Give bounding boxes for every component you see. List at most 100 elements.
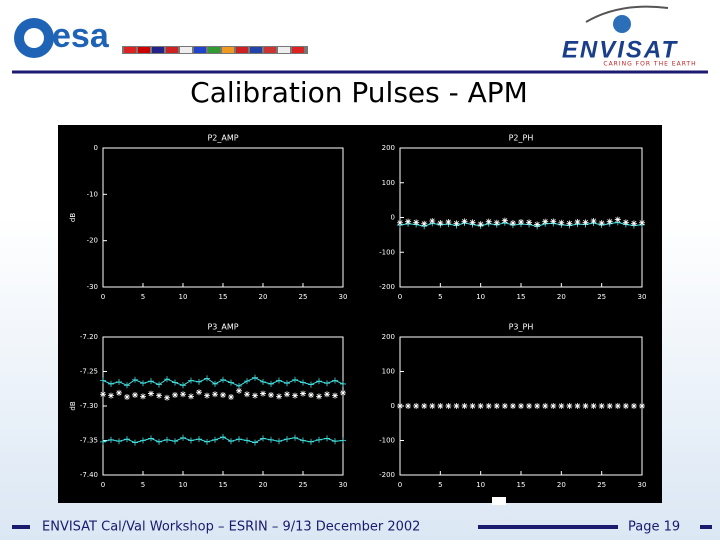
data-point — [332, 377, 338, 384]
data-point — [405, 403, 412, 409]
data-point — [292, 392, 298, 399]
data-point — [100, 391, 106, 398]
esa-logo-mark — [24, 28, 44, 48]
y-axis-label: dB — [69, 213, 77, 222]
data-point — [397, 219, 403, 226]
data-point — [622, 403, 629, 409]
x-tick-label: 5 — [141, 293, 145, 301]
x-tick-label: 5 — [438, 481, 442, 489]
data-point — [268, 391, 274, 398]
x-tick-label: 10 — [476, 481, 485, 489]
data-point — [421, 220, 428, 227]
data-point — [630, 220, 637, 227]
data-point — [461, 403, 468, 409]
data-point — [485, 218, 492, 225]
data-point — [108, 392, 114, 399]
data-point — [124, 436, 130, 443]
data-point — [485, 403, 492, 409]
data-point — [429, 217, 436, 224]
data-point — [284, 380, 290, 387]
data-point — [164, 376, 170, 383]
data-point — [220, 376, 226, 383]
data-point — [252, 374, 258, 381]
data-point — [340, 389, 346, 396]
data-point — [164, 436, 170, 443]
data-point — [260, 390, 266, 397]
data-point — [598, 220, 605, 227]
tagline: CARING FOR THE EARTH — [603, 61, 696, 68]
data-point — [276, 438, 282, 445]
data-point — [445, 219, 452, 226]
data-point — [550, 403, 557, 409]
data-point — [188, 393, 194, 400]
plot-title: P2_PH — [509, 134, 534, 143]
data-point — [501, 217, 508, 224]
data-point — [340, 437, 346, 444]
data-point — [244, 437, 250, 444]
data-point — [437, 220, 444, 227]
data-point — [156, 392, 162, 399]
data-point — [204, 375, 210, 382]
x-tick-label: 20 — [557, 481, 566, 489]
x-tick-label: 25 — [597, 293, 606, 301]
data-point — [188, 377, 194, 384]
x-tick-label: 5 — [141, 481, 145, 489]
data-point — [308, 381, 314, 388]
data-point — [574, 219, 581, 226]
x-tick-label: 15 — [219, 293, 228, 301]
y-tick-label: -7.30 — [80, 402, 98, 410]
data-point — [534, 403, 541, 409]
x-tick-label: 25 — [299, 293, 308, 301]
data-point — [397, 403, 403, 409]
data-point — [630, 403, 637, 409]
data-point — [639, 403, 645, 409]
footer-bar — [12, 525, 30, 529]
data-point — [204, 392, 210, 399]
data-point — [493, 403, 500, 409]
y-tick-label: 100 — [382, 179, 395, 187]
data-point — [501, 403, 508, 409]
x-tick-label: 0 — [101, 293, 105, 301]
data-point — [276, 377, 282, 384]
data-point — [236, 436, 242, 443]
footer-bar — [700, 525, 712, 529]
data-point — [606, 218, 613, 225]
esa-logo: esa — [52, 17, 110, 55]
data-point — [268, 380, 274, 387]
x-tick-label: 25 — [299, 481, 308, 489]
data-point — [244, 378, 250, 385]
plot-title: P3_PH — [509, 323, 534, 332]
data-point — [518, 219, 524, 226]
data-point — [534, 221, 541, 228]
envisat-logo: ENVISAT — [562, 36, 679, 63]
data-point — [148, 390, 154, 397]
data-point — [180, 391, 186, 398]
data-point — [228, 438, 234, 445]
y-tick-label: -7.25 — [80, 368, 98, 376]
data-point — [300, 379, 306, 386]
data-point — [284, 391, 290, 398]
data-point — [260, 378, 266, 385]
x-tick-label: 0 — [101, 481, 105, 489]
data-point — [453, 220, 460, 227]
data-point — [509, 403, 516, 409]
data-point — [316, 436, 322, 443]
data-point — [156, 438, 162, 445]
data-point — [268, 436, 274, 443]
x-tick-label: 15 — [219, 481, 228, 489]
data-point — [518, 403, 524, 409]
panel-notch — [492, 497, 506, 505]
data-point — [590, 217, 597, 224]
x-tick-label: 20 — [259, 481, 268, 489]
envisat-globe — [613, 15, 631, 33]
data-point — [445, 403, 452, 409]
data-point — [429, 403, 436, 409]
data-point — [140, 393, 146, 400]
data-point — [526, 219, 533, 226]
data-point — [598, 403, 605, 409]
y-tick-label: 200 — [382, 333, 395, 341]
data-point — [124, 394, 130, 401]
y-tick-label: -10 — [87, 190, 98, 198]
y-axis-label: dB — [69, 401, 77, 410]
data-point — [108, 436, 114, 443]
